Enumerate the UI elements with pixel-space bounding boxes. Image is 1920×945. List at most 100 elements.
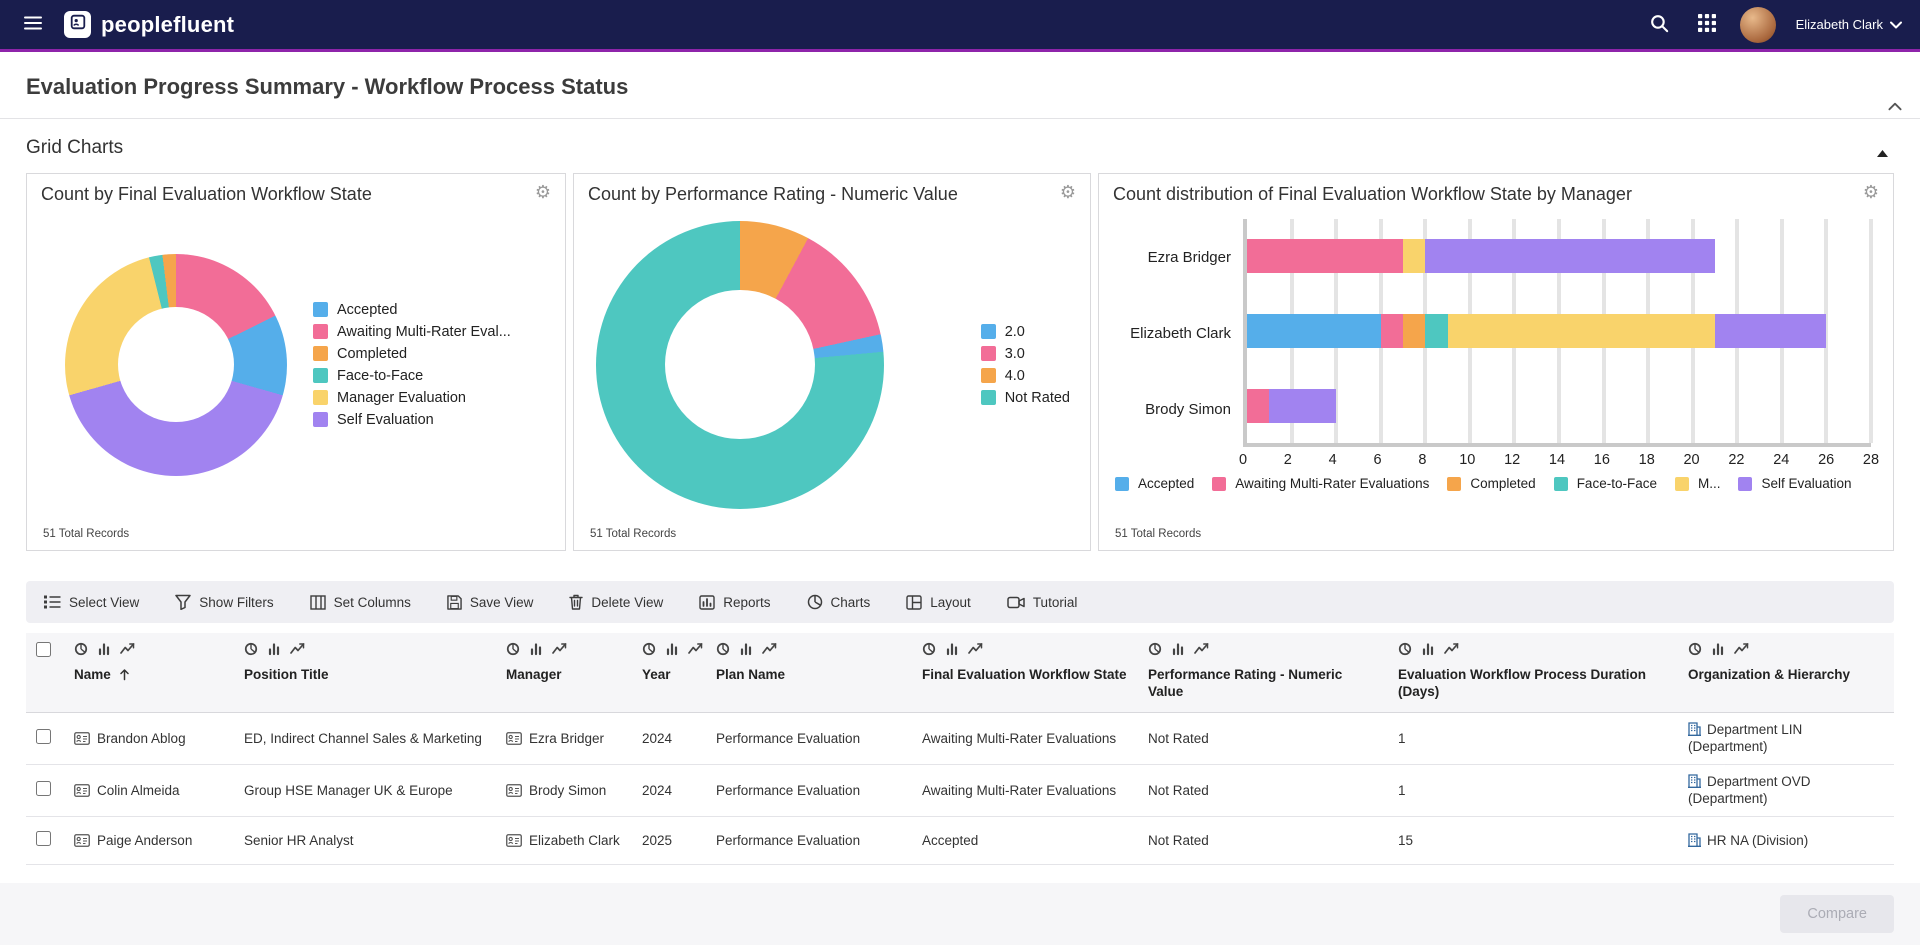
cell-organization[interactable]: Department OVD (Department) (1678, 764, 1894, 817)
column-header-plan[interactable]: Plan Name (706, 633, 912, 713)
toolbar-delete-view[interactable]: Delete View (569, 594, 663, 610)
trend-chart-icon[interactable] (968, 642, 983, 656)
donut-chart-performance-rating[interactable] (596, 220, 884, 509)
stacked-bar[interactable] (1247, 313, 1871, 348)
column-header-duration[interactable]: Evaluation Workflow Process Duration (Da… (1388, 633, 1678, 713)
column-header-organization[interactable]: Organization & Hierarchy (1678, 633, 1894, 713)
collapse-charts-button[interactable] (1877, 145, 1888, 160)
legend-item[interactable]: Self Evaluation (1738, 476, 1852, 491)
bar-chart-icon[interactable] (1711, 642, 1725, 656)
bar-plot (1243, 219, 1873, 447)
bar-chart-icon[interactable] (529, 642, 543, 656)
pie-chart-icon[interactable] (1148, 642, 1162, 656)
bar-chart-icon[interactable] (97, 642, 111, 656)
legend-item[interactable]: Accepted (313, 302, 511, 318)
legend-item[interactable]: Face-to-Face (1553, 476, 1657, 491)
id-card-icon (506, 731, 522, 745)
user-avatar[interactable] (1739, 6, 1776, 43)
bar-chart-icon[interactable] (1171, 642, 1185, 656)
toolbar-select-view[interactable]: Select View (44, 594, 139, 610)
building-icon (1688, 774, 1701, 788)
user-menu[interactable]: Elizabeth Clark (1796, 17, 1902, 32)
trend-chart-icon[interactable] (1194, 642, 1209, 656)
legend-item[interactable]: Self Evaluation (313, 412, 511, 428)
pie-chart-icon[interactable] (642, 642, 656, 656)
cell-manager: Elizabeth Clark (496, 816, 632, 865)
legend-item[interactable]: Not Rated (980, 390, 1070, 406)
compare-button[interactable]: Compare (1780, 895, 1894, 933)
legend-item[interactable]: Face-to-Face (313, 368, 511, 384)
select-all-checkbox[interactable] (36, 642, 51, 657)
column-header-manager[interactable]: Manager (496, 633, 632, 713)
table-row[interactable]: Colin Almeida Group HSE Manager UK & Euro… (26, 764, 1894, 817)
search-button[interactable] (1645, 9, 1674, 41)
stacked-bar[interactable] (1247, 239, 1871, 274)
cell-duration: 1 (1388, 764, 1678, 817)
donut-hole (118, 306, 234, 423)
legend-item[interactable]: Manager Evaluation (313, 390, 511, 406)
pie-chart-icon[interactable] (1688, 642, 1702, 656)
bar-chart-icon[interactable] (267, 642, 281, 656)
bar-chart-icon[interactable] (945, 642, 959, 656)
column-header-name[interactable]: Name (64, 633, 234, 713)
table-row[interactable]: Paige Anderson Senior HR Analyst Elizabeth… (26, 816, 1894, 865)
trend-chart-icon[interactable] (120, 642, 135, 656)
legend-item[interactable]: M... (1674, 476, 1720, 491)
table-row[interactable]: Brandon Ablog ED, Indirect Channel Sales … (26, 712, 1894, 765)
gear-icon[interactable]: ⚙ (534, 182, 551, 203)
toolbar-reports[interactable]: Reports (699, 595, 771, 610)
trend-chart-icon[interactable] (552, 642, 567, 656)
gear-icon[interactable]: ⚙ (1059, 182, 1076, 203)
pie-chart-icon[interactable] (244, 642, 258, 656)
trend-chart-icon[interactable] (1734, 642, 1749, 656)
toolbar-set-columns[interactable]: Set Columns (309, 595, 411, 610)
pie-chart-icon[interactable] (716, 642, 730, 656)
legend-item[interactable]: Completed (1447, 476, 1536, 491)
cell-organization[interactable]: HR NA (Division) (1678, 816, 1894, 865)
pie-chart-icon[interactable] (922, 642, 936, 656)
trend-chart-icon[interactable] (290, 642, 305, 656)
row-checkbox[interactable] (36, 728, 51, 744)
cell-name: Colin Almeida (64, 764, 234, 817)
trend-chart-icon[interactable] (762, 642, 777, 656)
gear-icon[interactable]: ⚙ (1862, 182, 1879, 203)
column-header-year[interactable]: Year (632, 633, 706, 713)
charts-icon (807, 594, 823, 610)
pie-chart-icon[interactable] (1398, 642, 1412, 656)
apps-button[interactable] (1694, 10, 1720, 39)
cell-organization[interactable]: Department LIN (Department) (1678, 712, 1894, 765)
donut-chart-workflow-state[interactable] (65, 253, 287, 476)
brand-logo[interactable]: peoplefluent (64, 11, 234, 38)
row-checkbox[interactable] (36, 780, 51, 796)
row-checkbox[interactable] (36, 830, 51, 846)
tutorial-icon (1007, 595, 1025, 610)
trend-chart-icon[interactable] (688, 642, 703, 656)
column-header-rating[interactable]: Performance Rating - Numeric Value (1138, 633, 1388, 713)
column-header-state[interactable]: Final Evaluation Workflow State (912, 633, 1138, 713)
legend-item[interactable]: 4.0 (980, 368, 1070, 384)
cell-state: Awaiting Multi-Rater Evaluations (912, 764, 1138, 817)
legend-item[interactable]: Accepted (1115, 476, 1194, 491)
toolbar-layout[interactable]: Layout (906, 595, 971, 610)
legend-item[interactable]: Awaiting Multi-Rater Evaluations (1212, 476, 1429, 491)
trend-chart-icon[interactable] (1444, 642, 1459, 656)
toolbar-tutorial[interactable]: Tutorial (1007, 595, 1077, 610)
legend-item[interactable]: 3.0 (980, 346, 1070, 362)
toolbar-charts[interactable]: Charts (807, 594, 870, 610)
toolbar-show-filters[interactable]: Show Filters (175, 594, 274, 610)
menu-button[interactable] (18, 8, 48, 41)
stacked-bar[interactable] (1247, 388, 1871, 423)
bar-chart-icon[interactable] (1421, 642, 1435, 656)
donut-hole (665, 289, 815, 440)
pie-chart-icon[interactable] (74, 642, 88, 656)
column-header-position[interactable]: Position Title (234, 633, 496, 713)
cell-year: 2024 (632, 764, 706, 817)
legend-item[interactable]: Awaiting Multi-Rater Eval... (313, 324, 511, 340)
toolbar-save-view[interactable]: Save View (447, 595, 533, 610)
legend-item[interactable]: 2.0 (980, 324, 1070, 340)
pie-chart-icon[interactable] (506, 642, 520, 656)
bar-chart-icon[interactable] (665, 642, 679, 656)
legend-item[interactable]: Completed (313, 346, 511, 362)
collapse-page-button[interactable] (1888, 99, 1902, 114)
bar-chart-icon[interactable] (739, 642, 753, 656)
